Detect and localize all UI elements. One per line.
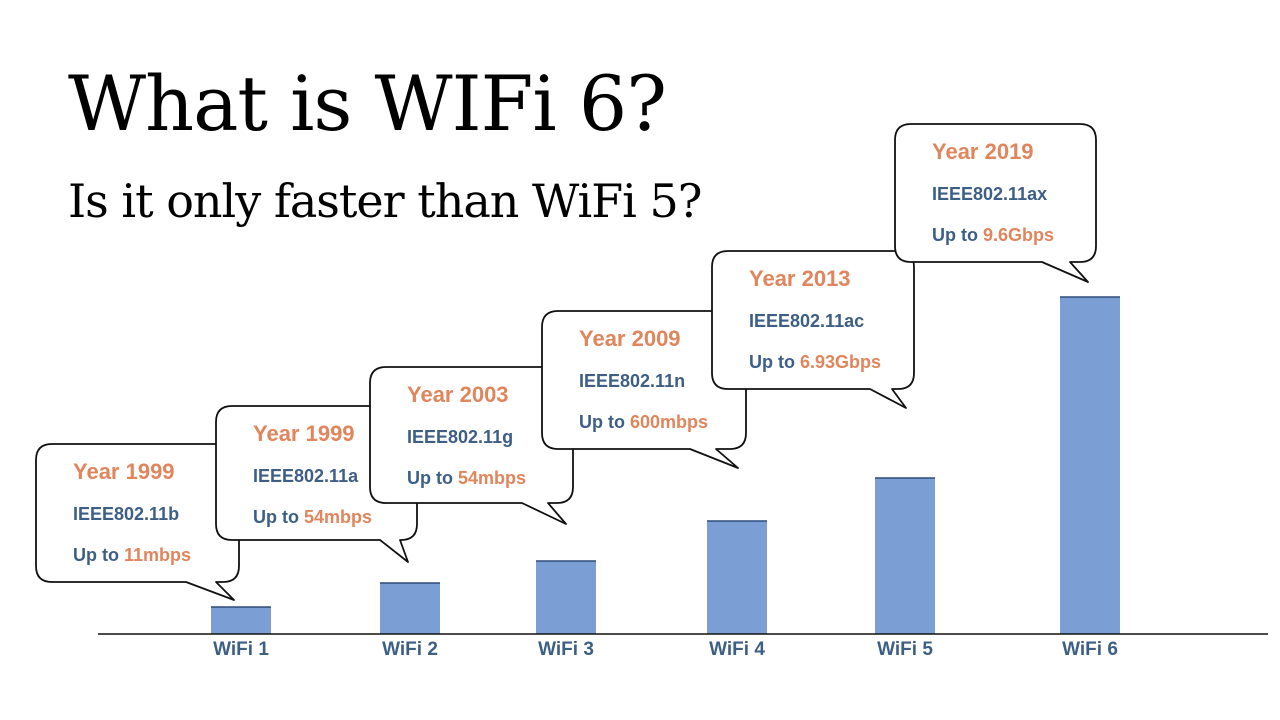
callout-speed-prefix: Up to [932, 225, 983, 245]
bar [707, 521, 767, 634]
callout-speed-prefix: Up to [73, 545, 124, 565]
callout-year: Year 1999 [253, 421, 355, 446]
annotation-callout: Year 2019 IEEE802.11ax Up to 9.6Gbps [894, 123, 1097, 283]
callout-speed-prefix: Up to [579, 412, 630, 432]
callout-speed-prefix: Up to [749, 352, 800, 372]
x-tick-label: WiFi 4 [709, 639, 765, 660]
callout-speed-prefix: Up to [407, 468, 458, 488]
callout-speed: Up to 54mbps [253, 507, 372, 527]
callout-speed-value: 11mbps [124, 545, 191, 565]
annotation-callout: Year 2003 IEEE802.11g Up to 54mbps [369, 366, 574, 525]
x-tick-label: WiFi 1 [213, 639, 269, 660]
callout-year: Year 1999 [73, 459, 175, 484]
callout-speed-value: 54mbps [304, 507, 372, 527]
callout-standard: IEEE802.11b [73, 504, 179, 524]
annotation-callout: Year 1999 IEEE802.11b Up to 11mbps [35, 443, 240, 601]
callout-speed: Up to 9.6Gbps [932, 225, 1054, 245]
callout-speed-value: 54mbps [458, 468, 526, 488]
callout-speed: Up to 11mbps [73, 545, 191, 565]
callout-year: Year 2009 [579, 326, 681, 351]
bar [536, 561, 596, 634]
callout-speed-value: 6.93Gbps [800, 352, 881, 372]
x-tick-label: WiFi 2 [382, 639, 438, 660]
x-tick-label: WiFi 6 [1062, 639, 1118, 660]
callout-standard: IEEE802.11n [579, 371, 685, 391]
callout-standard: IEEE802.11g [407, 427, 513, 447]
callout-speed-prefix: Up to [253, 507, 304, 527]
callout-speed: Up to 6.93Gbps [749, 352, 881, 372]
bar [875, 478, 935, 634]
callout-year: Year 2019 [932, 139, 1034, 164]
callout-bubble [894, 123, 1097, 283]
page-title: What is WIFi 6? [68, 59, 667, 148]
callout-speed: Up to 54mbps [407, 468, 526, 488]
callout-speed: Up to 600mbps [579, 412, 708, 432]
x-tick-label: WiFi 3 [538, 639, 594, 660]
callout-standard: IEEE802.11ax [932, 184, 1047, 204]
callout-year: Year 2003 [407, 382, 509, 407]
callout-speed-value: 600mbps [630, 412, 708, 432]
callout-standard: IEEE802.11ac [749, 311, 864, 331]
bar [1060, 297, 1120, 634]
callout-speed-value: 9.6Gbps [983, 225, 1054, 245]
callout-year: Year 2013 [749, 266, 851, 291]
bar [380, 583, 440, 634]
annotation-callout: Year 2013 IEEE802.11ac Up to 6.93Gbps [711, 250, 915, 409]
x-tick-label: WiFi 5 [877, 639, 933, 660]
page-subtitle: Is it only faster than WiFi 5? [68, 174, 702, 228]
bar [211, 607, 271, 634]
callout-standard: IEEE802.11a [253, 466, 359, 486]
